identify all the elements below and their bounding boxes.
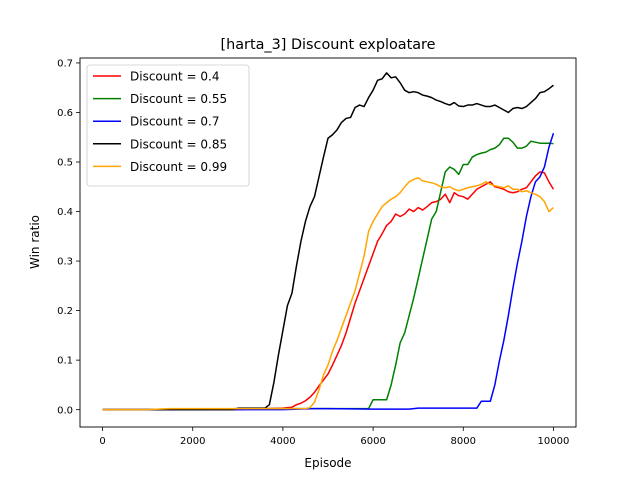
x-tick-label: 2000 <box>180 436 205 447</box>
legend-entry-label: Discount = 0.4 <box>130 70 219 84</box>
plot-frame <box>79 57 577 428</box>
series-line-3 <box>102 72 554 411</box>
series-line-4 <box>102 177 554 411</box>
legend: Discount = 0.4 Discount = 0.55 Discount = … <box>86 64 250 187</box>
x-tick-label: 8000 <box>451 436 476 447</box>
chart-title: [harta_3] Discount exploatare <box>220 37 435 53</box>
y-tick-label: 0.3 <box>57 257 73 268</box>
legend-entry-label: Discount = 0.55 <box>130 92 227 106</box>
y-tick-label: 0.6 <box>57 108 73 119</box>
x-axis: 0 2000 4000 6000 8000 10000 <box>99 427 569 447</box>
series-line-0 <box>102 171 555 411</box>
legend-entry-label: Discount = 0.85 <box>130 137 227 151</box>
y-axis-label: Win ratio <box>28 215 42 269</box>
y-tick-label: 0.1 <box>57 356 73 367</box>
y-tick-label: 0.4 <box>57 207 73 218</box>
series-line-1 <box>102 137 554 411</box>
y-axis: 0.0 0.1 0.2 0.3 0.4 0.5 0.6 0.7 <box>57 59 80 416</box>
x-tick-label: 10000 <box>538 436 570 447</box>
legend-entry-label: Discount = 0.7 <box>130 115 219 129</box>
y-tick-label: 0.5 <box>57 158 73 169</box>
plot-lines <box>102 72 555 411</box>
y-tick-label: 0.2 <box>57 306 73 317</box>
legend-entry-label: Discount = 0.99 <box>130 160 227 174</box>
series-line-2 <box>102 133 555 411</box>
y-tick-label: 0.7 <box>57 59 73 70</box>
legend-box <box>86 64 250 187</box>
x-tick-label: 0 <box>99 436 105 447</box>
x-axis-label: Episode <box>304 456 351 470</box>
x-tick-label: 4000 <box>270 436 295 447</box>
x-tick-label: 6000 <box>360 436 385 447</box>
y-tick-label: 0.0 <box>57 405 73 416</box>
